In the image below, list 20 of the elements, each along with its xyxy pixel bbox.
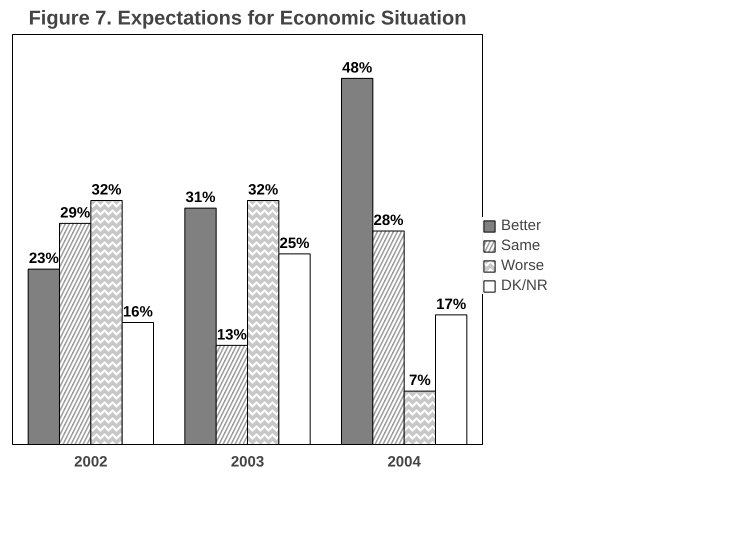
data-label: 32% xyxy=(248,181,278,198)
data-label: 32% xyxy=(91,181,122,198)
legend-label: Same xyxy=(501,237,540,254)
data-label: 16% xyxy=(122,303,153,320)
x-tick-label: 2002 xyxy=(74,454,108,470)
x-tick-label: 2004 xyxy=(387,454,422,470)
data-label: 48% xyxy=(342,59,372,76)
x-tick-label: 2003 xyxy=(230,454,264,470)
data-label: 28% xyxy=(373,212,404,229)
data-label: 17% xyxy=(436,296,466,313)
data-label: 23% xyxy=(28,250,59,268)
chart-title: Figure 7. Expectations for Economic Situation xyxy=(28,8,466,30)
data-label: 7% xyxy=(408,372,431,390)
legend-label: DK/NR xyxy=(501,277,548,294)
data-label: 29% xyxy=(60,204,90,222)
legend-label: Worse xyxy=(501,257,544,274)
data-label: 31% xyxy=(185,189,216,206)
data-label: 25% xyxy=(279,234,310,252)
data-label: 13% xyxy=(216,326,247,344)
legend-label: Better xyxy=(501,217,542,234)
